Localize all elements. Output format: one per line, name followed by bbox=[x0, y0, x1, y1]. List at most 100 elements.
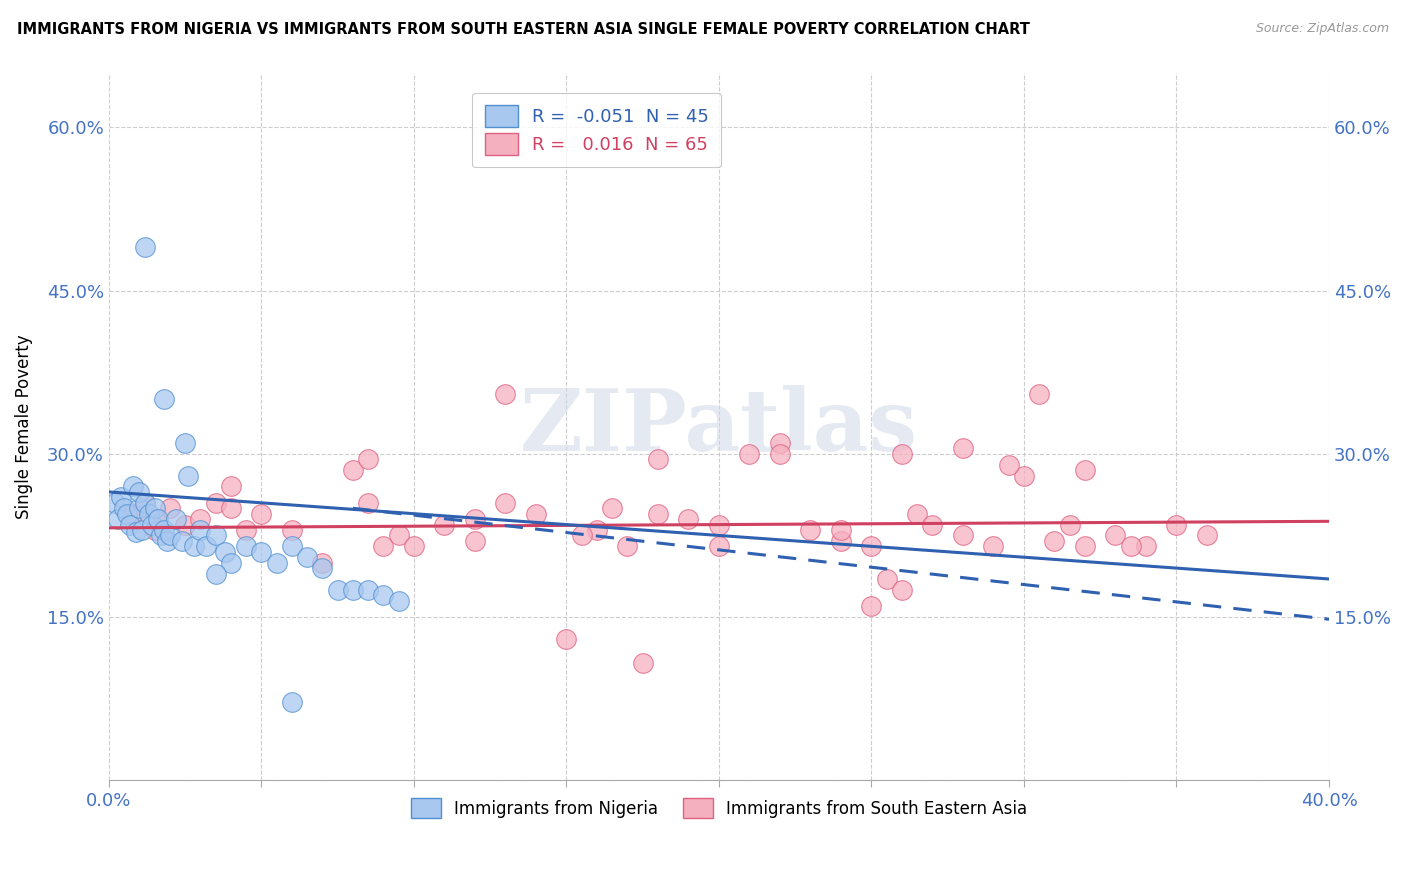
Point bbox=[586, 523, 609, 537]
Point bbox=[769, 436, 792, 450]
Point bbox=[125, 525, 148, 540]
Text: IMMIGRANTS FROM NIGERIA VS IMMIGRANTS FROM SOUTH EASTERN ASIA SINGLE FEMALE POVE: IMMIGRANTS FROM NIGERIA VS IMMIGRANTS FR… bbox=[17, 22, 1029, 37]
Point bbox=[281, 695, 304, 709]
Point bbox=[1166, 517, 1188, 532]
Point bbox=[342, 582, 364, 597]
Point bbox=[952, 528, 974, 542]
Point bbox=[174, 436, 197, 450]
Point bbox=[326, 582, 349, 597]
Point bbox=[1059, 517, 1081, 532]
Point bbox=[1074, 463, 1097, 477]
Point bbox=[1012, 468, 1035, 483]
Point bbox=[707, 539, 730, 553]
Point bbox=[830, 533, 852, 548]
Point bbox=[131, 523, 153, 537]
Point bbox=[295, 550, 318, 565]
Point bbox=[250, 545, 273, 559]
Point bbox=[388, 593, 411, 607]
Point bbox=[143, 523, 166, 537]
Point bbox=[112, 501, 135, 516]
Point bbox=[464, 512, 486, 526]
Point bbox=[952, 442, 974, 456]
Point bbox=[631, 656, 654, 670]
Point bbox=[891, 582, 914, 597]
Point bbox=[494, 496, 516, 510]
Point bbox=[134, 496, 156, 510]
Point bbox=[107, 512, 129, 526]
Point bbox=[183, 539, 205, 553]
Point bbox=[138, 507, 160, 521]
Point bbox=[214, 545, 236, 559]
Point bbox=[281, 523, 304, 537]
Point bbox=[122, 479, 145, 493]
Point bbox=[156, 533, 179, 548]
Point bbox=[860, 599, 883, 614]
Point bbox=[190, 523, 212, 537]
Point bbox=[311, 556, 333, 570]
Point bbox=[357, 452, 380, 467]
Point bbox=[311, 561, 333, 575]
Point bbox=[373, 588, 395, 602]
Point bbox=[143, 512, 166, 526]
Y-axis label: Single Female Poverty: Single Female Poverty bbox=[15, 334, 32, 519]
Point bbox=[707, 517, 730, 532]
Point bbox=[120, 517, 142, 532]
Point bbox=[1028, 387, 1050, 401]
Point bbox=[876, 572, 898, 586]
Point bbox=[357, 496, 380, 510]
Point bbox=[190, 512, 212, 526]
Point bbox=[235, 523, 257, 537]
Text: Source: ZipAtlas.com: Source: ZipAtlas.com bbox=[1256, 22, 1389, 36]
Point bbox=[174, 517, 197, 532]
Point bbox=[342, 463, 364, 477]
Point bbox=[464, 533, 486, 548]
Point bbox=[195, 539, 218, 553]
Point bbox=[571, 528, 593, 542]
Point bbox=[494, 387, 516, 401]
Point bbox=[219, 556, 242, 570]
Point bbox=[1104, 528, 1126, 542]
Point bbox=[1195, 528, 1218, 542]
Point bbox=[600, 501, 623, 516]
Point bbox=[616, 539, 638, 553]
Point bbox=[402, 539, 425, 553]
Point bbox=[357, 582, 380, 597]
Point bbox=[678, 512, 700, 526]
Point bbox=[555, 632, 578, 646]
Point bbox=[983, 539, 1005, 553]
Point bbox=[177, 468, 200, 483]
Point bbox=[152, 392, 174, 407]
Point bbox=[235, 539, 257, 553]
Point bbox=[373, 539, 395, 553]
Point bbox=[830, 523, 852, 537]
Point bbox=[266, 556, 288, 570]
Point bbox=[115, 507, 138, 521]
Point bbox=[149, 528, 172, 542]
Point bbox=[172, 533, 194, 548]
Point bbox=[134, 240, 156, 254]
Point bbox=[905, 507, 928, 521]
Point bbox=[146, 512, 169, 526]
Point bbox=[204, 528, 226, 542]
Point bbox=[997, 458, 1019, 472]
Point bbox=[159, 528, 181, 542]
Point bbox=[647, 507, 669, 521]
Legend: Immigrants from Nigeria, Immigrants from South Eastern Asia: Immigrants from Nigeria, Immigrants from… bbox=[404, 791, 1033, 825]
Point bbox=[219, 479, 242, 493]
Point bbox=[1135, 539, 1157, 553]
Point bbox=[1043, 533, 1066, 548]
Point bbox=[159, 501, 181, 516]
Point bbox=[204, 496, 226, 510]
Point bbox=[219, 501, 242, 516]
Point bbox=[799, 523, 821, 537]
Point bbox=[738, 447, 761, 461]
Point bbox=[860, 539, 883, 553]
Point bbox=[128, 484, 150, 499]
Point bbox=[152, 523, 174, 537]
Point bbox=[122, 507, 145, 521]
Point bbox=[1074, 539, 1097, 553]
Point bbox=[647, 452, 669, 467]
Point bbox=[104, 496, 127, 510]
Text: ZIPatlas: ZIPatlas bbox=[520, 384, 918, 468]
Point bbox=[134, 496, 156, 510]
